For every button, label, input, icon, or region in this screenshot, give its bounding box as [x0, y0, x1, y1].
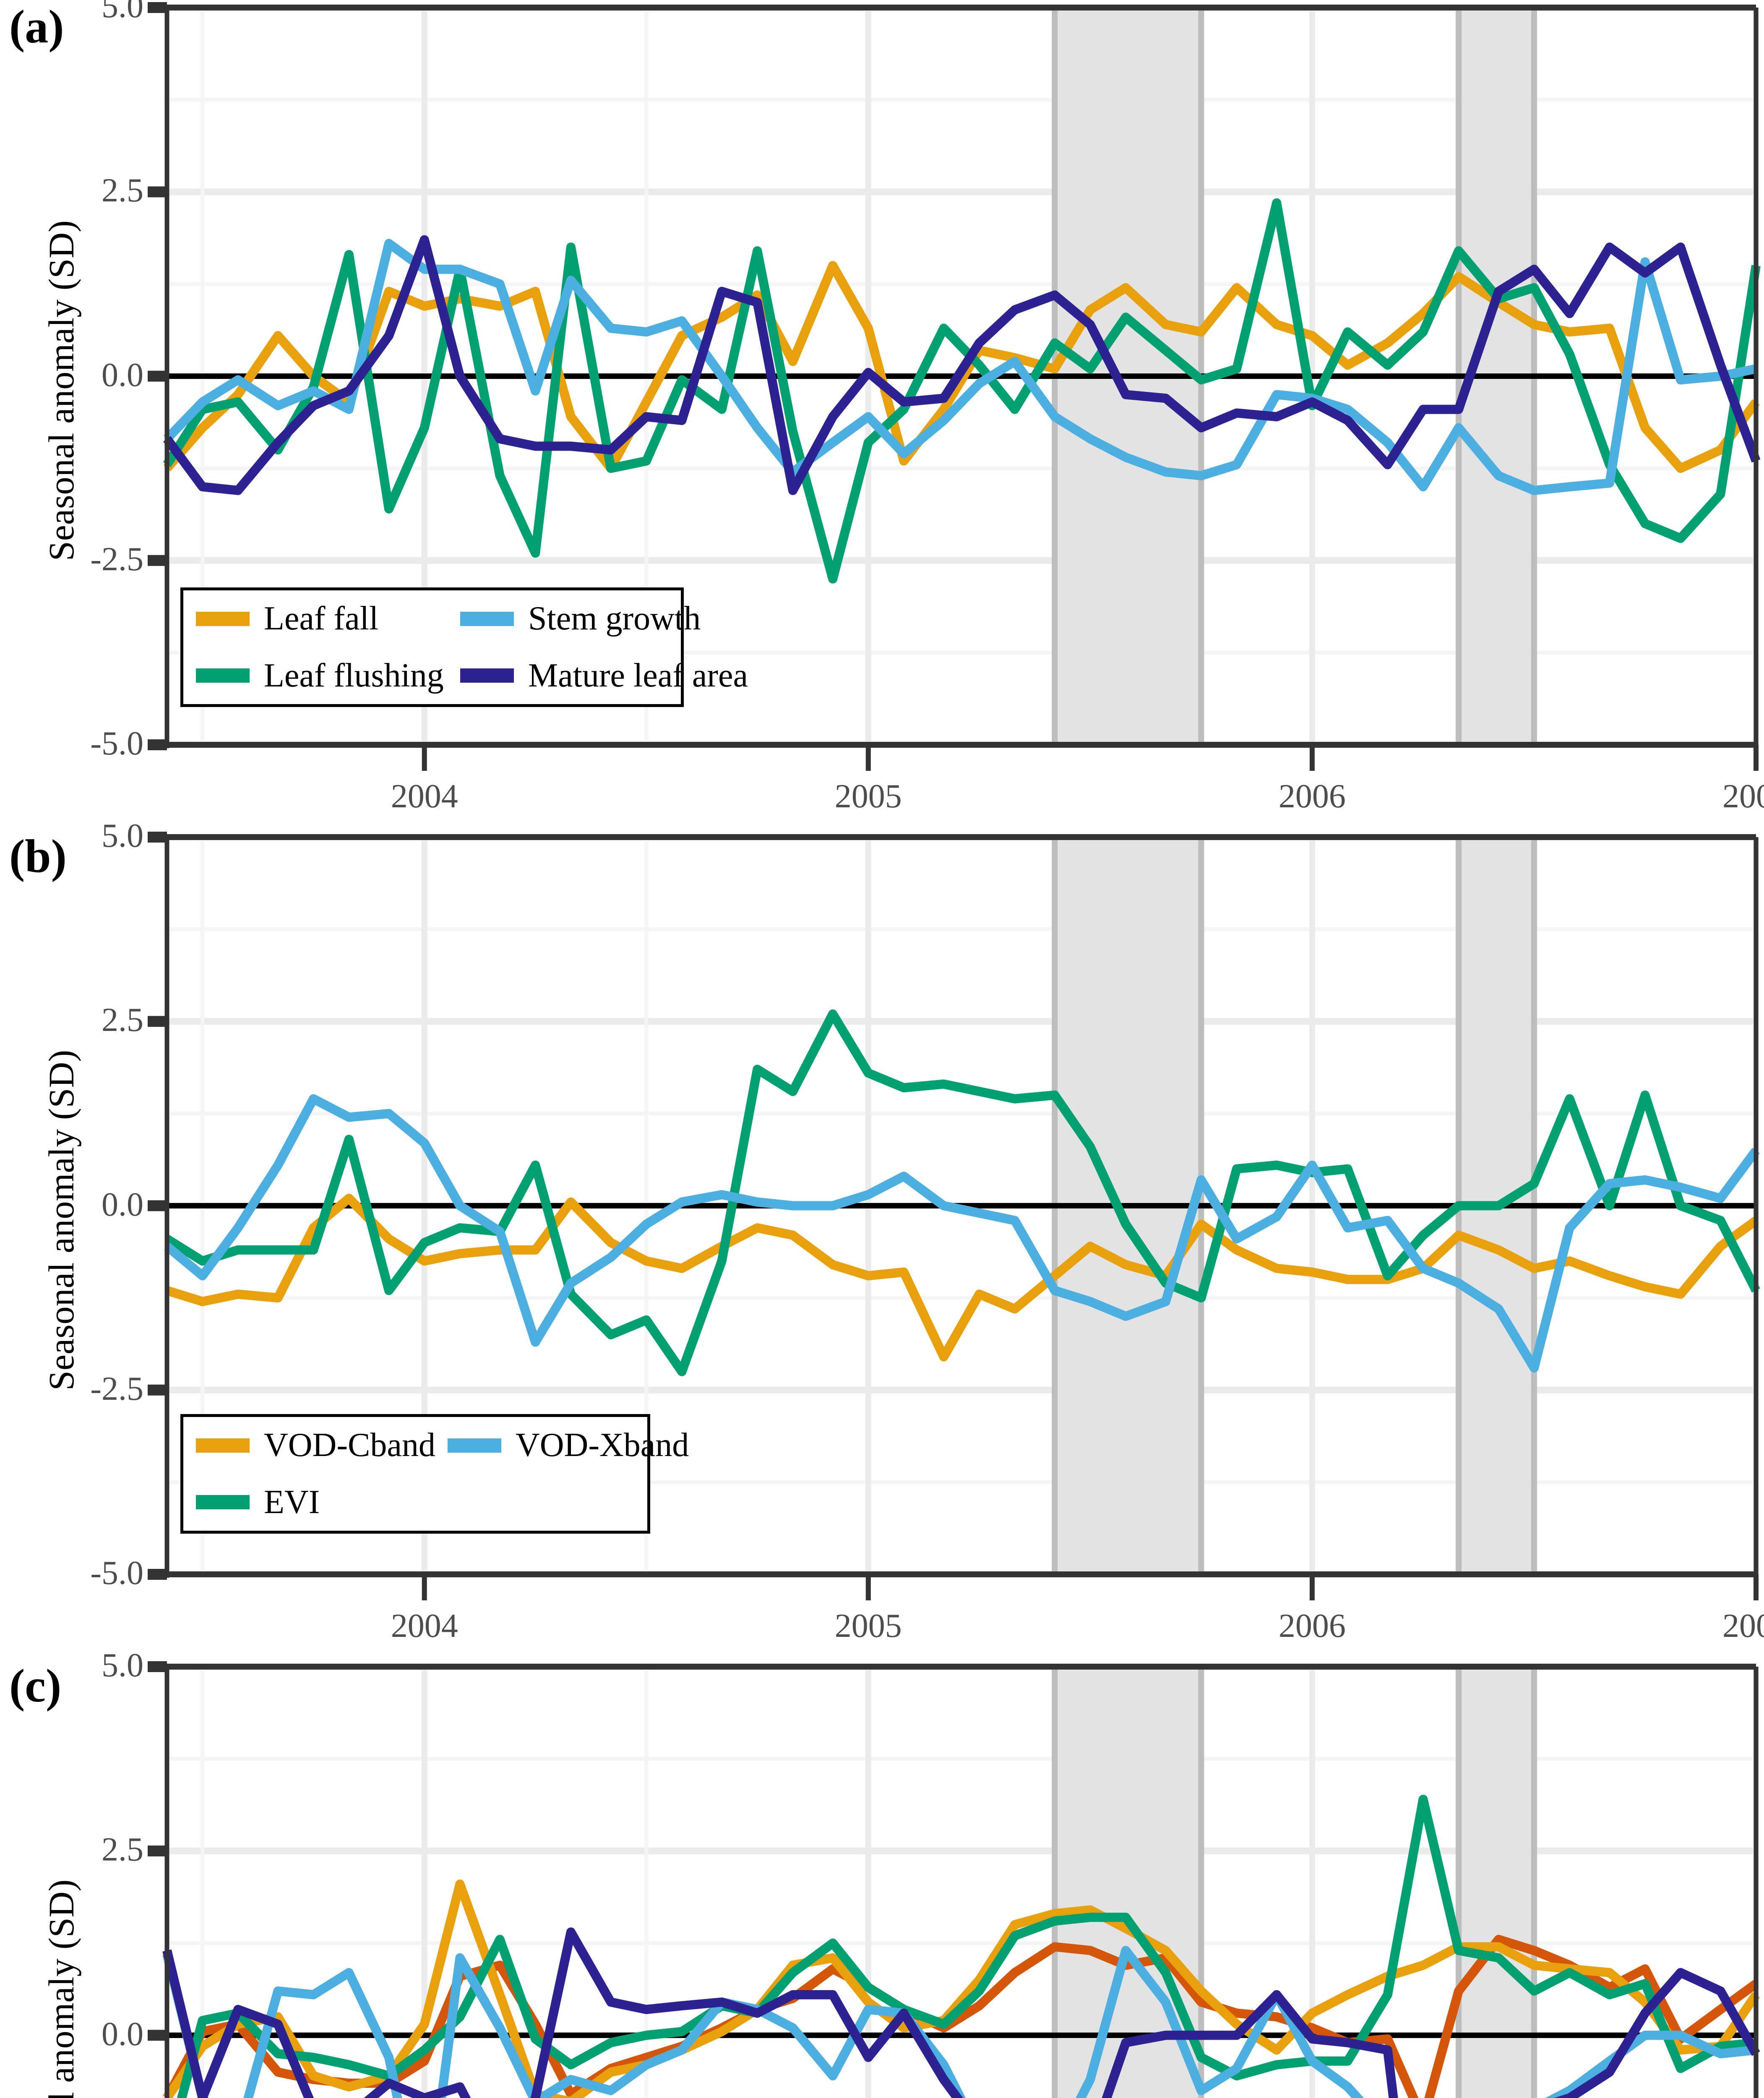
legend-label: Mature leaf area	[528, 657, 748, 694]
panel-a: (a) Seasonal anomaly (SD) 5.0 2.5 0.0 -2.5-…	[0, 0, 1764, 830]
series-line-solar-radiation	[163, 1879, 1760, 2098]
legend-label: Stem growth	[528, 600, 701, 637]
y-tick-label: 5.0	[102, 817, 143, 854]
legend-label: EVI	[264, 1483, 320, 1521]
y-tick-label: -5.0	[90, 725, 143, 762]
legend-label: Leaf fall	[264, 600, 379, 637]
series-line-vod-xband	[164, 1094, 1760, 1373]
legend-color-swatch	[460, 611, 514, 626]
legend-entry[interactable]: Mature leaf area	[448, 657, 748, 695]
legend-entry[interactable]: VOD-Xband	[435, 1426, 689, 1464]
x-tick-label: 2004	[391, 1607, 458, 1644]
panel-a-label: (a)	[9, 1, 64, 53]
legend-color-swatch	[448, 1438, 501, 1453]
legend-entry[interactable]: Leaf flushing	[183, 657, 448, 695]
legend-entry[interactable]: EVI	[183, 1483, 435, 1521]
x-tick-label: 2007	[1722, 1607, 1764, 1644]
series-line-leaf-flushing	[163, 198, 1761, 584]
x-tick-label: 2005	[834, 1607, 902, 1644]
panel-c: (c) Seasonal anomaly (SD) 5.02.50.0-2.5-…	[0, 1647, 1764, 2098]
y-tick-label: 0.0	[102, 2015, 143, 2053]
legend-color-swatch	[196, 611, 250, 626]
y-tick-label: 2.5	[102, 172, 143, 209]
legend-label: VOD-Cband	[264, 1427, 435, 1464]
y-tick-label: 0.0	[102, 1186, 143, 1223]
x-tick-label: 2006	[1278, 1607, 1346, 1644]
panel-b: (b) Seasonal anomaly (SD) 5.0 2.5 0.0 -2.5-…	[0, 817, 1764, 1659]
legend-label: VOD-Xband	[516, 1427, 689, 1464]
panel-b-legend: VOD-Cband VOD-Xband EVI	[180, 1414, 689, 1534]
panel-c-label: (c)	[9, 1660, 62, 1712]
legend-entry[interactable]: Stem growth	[448, 600, 712, 638]
y-tick-label: 0.0	[102, 356, 143, 394]
y-tick-label: -2.5	[90, 1370, 143, 1407]
x-tick-label: 2007	[1722, 778, 1764, 815]
legend-row: VOD-Cband VOD-Xband	[183, 1426, 689, 1464]
legend-color-swatch	[196, 1438, 250, 1453]
legend-row: Leaf fall Stem growth	[183, 600, 712, 638]
legend-color-swatch	[196, 668, 250, 683]
y-tick-label: -2.5	[90, 540, 143, 578]
y-tick-label: 5.0	[102, 0, 143, 25]
series-line-evi	[164, 1009, 1760, 1376]
series-line-mature-leaf-area	[163, 235, 1761, 495]
legend-color-swatch	[460, 668, 514, 683]
y-tick-label: 2.5	[102, 1002, 143, 1039]
legend-entry[interactable]: Leaf fall	[183, 600, 448, 638]
legend-color-swatch	[196, 1495, 250, 1510]
panel-c-svg	[148, 1661, 1760, 2098]
legend-entry[interactable]: VOD-Cband	[183, 1426, 435, 1464]
shaded-band-2	[1459, 1667, 1534, 2098]
y-tick-label: 5.0	[102, 1647, 143, 1684]
x-tick-label: 2005	[834, 778, 902, 815]
series-line-soil-moisture	[162, 1927, 1760, 2098]
x-tick-label: 2004	[391, 778, 458, 815]
panel-b-svg	[148, 832, 1760, 1600]
panel-a-legend: Leaf fall Stem growth Leaf flushing Mature …	[180, 587, 748, 707]
legend-row: EVI	[183, 1483, 687, 1521]
legend-row: Leaf flushing Mature leaf area	[183, 657, 748, 695]
panel-c-y-axis-label: Seasonal anomaly (SD)	[41, 1879, 81, 2098]
series-line-vod-cband	[165, 1193, 1759, 1362]
panel-b-label: (b)	[9, 830, 67, 882]
y-tick-label: -5.0	[90, 1555, 143, 1592]
series-line-vapour-pressure-deficit	[177, 1795, 1757, 2098]
x-tick-label: 2006	[1278, 778, 1346, 815]
y-tick-label: 2.5	[102, 1831, 143, 1868]
legend-label: Leaf flushing	[264, 657, 444, 694]
